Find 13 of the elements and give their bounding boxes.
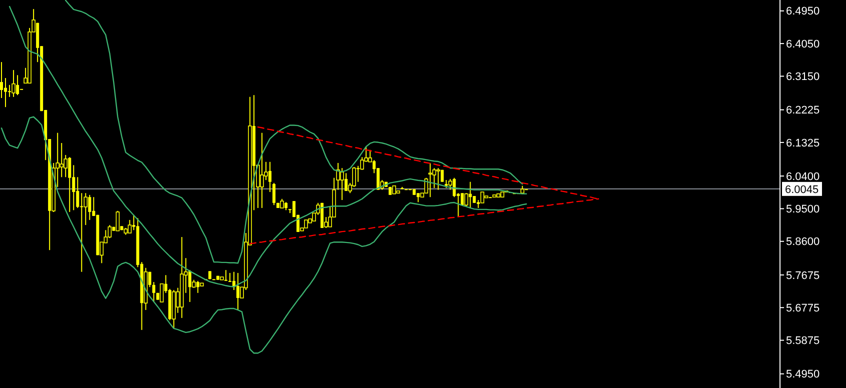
y-tick-label: 5.5875 xyxy=(786,335,820,348)
y-tick-label: 6.1325 xyxy=(786,137,820,150)
y-tick-label: 6.0400 xyxy=(786,170,820,183)
y-tick-label: 5.8600 xyxy=(786,236,820,248)
ref-line-label: 6.0045 xyxy=(785,184,819,196)
y-tick-label: 5.7675 xyxy=(786,270,820,282)
y-tick-label: 6.3150 xyxy=(786,71,820,84)
y-tick-label: 5.9500 xyxy=(786,204,820,216)
y-tick-label: 6.4050 xyxy=(786,38,820,50)
y-tick-label: 6.2225 xyxy=(786,104,820,117)
y-tick-label: 6.4950 xyxy=(786,6,820,18)
y-tick-label: 5.4950 xyxy=(786,368,820,381)
y-tick-label: 5.6775 xyxy=(786,302,820,314)
